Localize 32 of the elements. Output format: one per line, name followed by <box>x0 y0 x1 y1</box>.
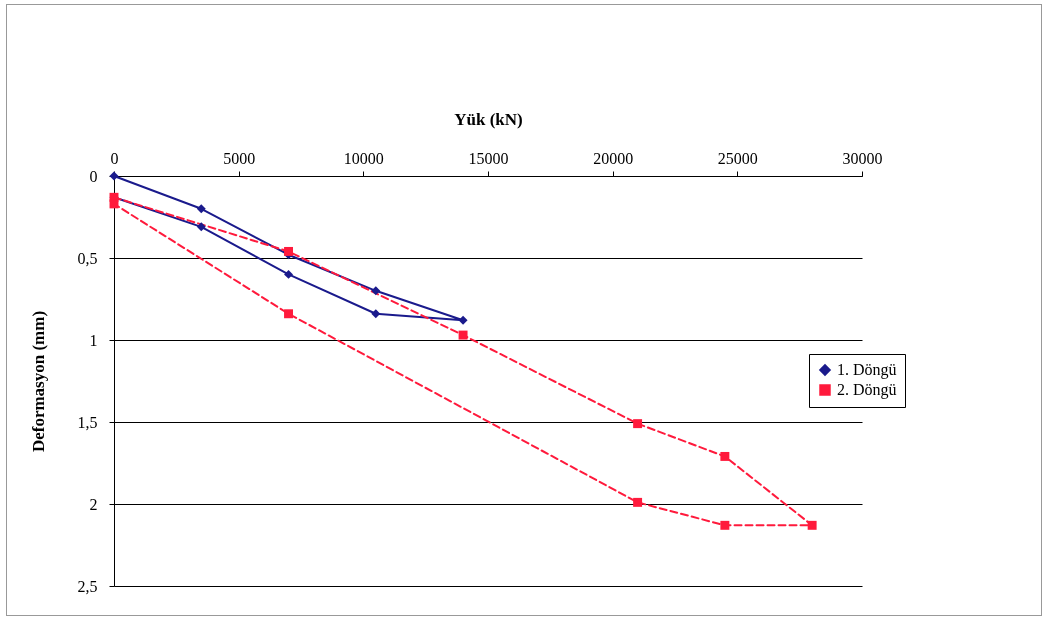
point <box>371 309 381 319</box>
point <box>284 269 294 279</box>
point <box>109 199 119 209</box>
point <box>284 309 294 319</box>
y-tick-label: 0 <box>89 167 98 185</box>
x-tick-label: 0 <box>110 149 119 167</box>
y-tick-label: 1 <box>89 331 98 349</box>
x-tick-label: 10000 <box>343 149 384 167</box>
x-tick-label: 15000 <box>468 149 509 167</box>
x-tick-label: 25000 <box>717 149 758 167</box>
x-axis-title: Yük (kN) <box>454 109 523 129</box>
point <box>807 520 817 530</box>
point <box>284 246 294 256</box>
y-tick-label: 0,5 <box>77 249 98 267</box>
legend-label: 2. Döngü <box>837 381 897 399</box>
x-tick-label: 20000 <box>593 149 634 167</box>
point <box>196 222 206 232</box>
legend-label: 1. Döngü <box>837 361 897 379</box>
y-tick-label: 2,5 <box>77 577 98 595</box>
point <box>458 330 468 340</box>
point <box>633 497 643 507</box>
point <box>196 204 206 214</box>
point <box>633 419 643 429</box>
point <box>720 451 730 461</box>
y-axis-title: Deformasyon (mm) <box>28 310 48 453</box>
x-tick-label: 5000 <box>223 149 256 167</box>
y-tick-label: 2 <box>89 495 98 513</box>
point <box>720 520 730 530</box>
point <box>458 315 468 325</box>
y-tick-label: 1,5 <box>77 413 98 431</box>
x-tick-label: 30000 <box>842 149 883 167</box>
point <box>371 286 381 296</box>
